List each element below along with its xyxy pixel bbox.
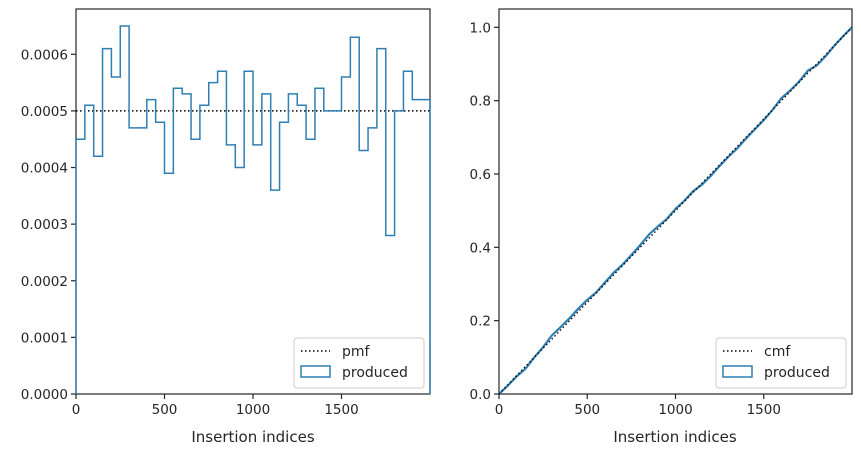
left-x-axis-label: Insertion indices: [191, 428, 314, 446]
right-y-tick-label: 1.0: [470, 20, 491, 36]
right-y-tick-label: 0.0: [470, 387, 491, 403]
left-y-tick-label: 0.0002: [21, 274, 68, 290]
left-axis-ticks: 0 500 1000 1500 0.0000 0.0001 0.0002 0.0003 0.00…: [21, 47, 359, 418]
legend-pmf-label: pmf: [342, 344, 371, 360]
left-x-tick-label: 1500: [324, 402, 358, 418]
left-y-tick-label: 0.0005: [21, 104, 68, 120]
produced-cumulative-line: [498, 26, 853, 395]
legend-cmf-label: cmf: [764, 344, 791, 360]
right-line-marks: [498, 26, 853, 395]
right-x-axis-label: Insertion indices: [613, 428, 736, 446]
right-x-tick-label: 500: [574, 402, 600, 418]
left-x-tick-label: 500: [152, 402, 178, 418]
right-y-tick-label: 0.2: [470, 314, 491, 330]
right-y-tick-label: 0.8: [470, 94, 491, 110]
left-y-tick-label: 0.0001: [21, 330, 68, 346]
right-legend: cmf produced: [715, 337, 847, 389]
right-x-tick-label: 1000: [658, 402, 692, 418]
left-legend: pmf produced: [293, 337, 425, 389]
legend-produced-label-right: produced: [764, 365, 830, 381]
legend-produced-label: produced: [342, 365, 408, 381]
legend-produced-swatch-right: [722, 365, 753, 378]
left-y-tick-label: 0.0006: [21, 47, 68, 63]
left-y-tick-label: 0.0004: [21, 161, 68, 177]
left-x-tick-label: 1000: [236, 402, 270, 418]
cmf-reference-line: [498, 26, 853, 395]
right-y-tick-label: 0.4: [470, 240, 491, 256]
right-y-tick-label: 0.6: [470, 167, 491, 183]
right-x-tick-label: 0: [495, 402, 504, 418]
right-x-tick-label: 1500: [747, 402, 781, 418]
right-axis-ticks: 0 500 1000 1500 0.0 0.2 0.4 0.6 0.8 1.0: [470, 20, 781, 418]
legend-produced-swatch: [300, 365, 331, 378]
cmf-line-panel: 0 500 1000 1500 0.0 0.2 0.4 0.6 0.8 1.0 Insertion…: [470, 8, 853, 446]
left-histogram-marks: [75, 25, 431, 394]
left-x-tick-label: 0: [72, 402, 81, 418]
left-y-tick-label: 0.0000: [21, 387, 68, 403]
pmf-histogram-panel: 0 500 1000 1500 0.0000 0.0001 0.0002 0.0003 0.00…: [21, 8, 431, 446]
left-y-tick-label: 0.0003: [21, 217, 68, 233]
produced-histogram-step: [75, 25, 431, 394]
